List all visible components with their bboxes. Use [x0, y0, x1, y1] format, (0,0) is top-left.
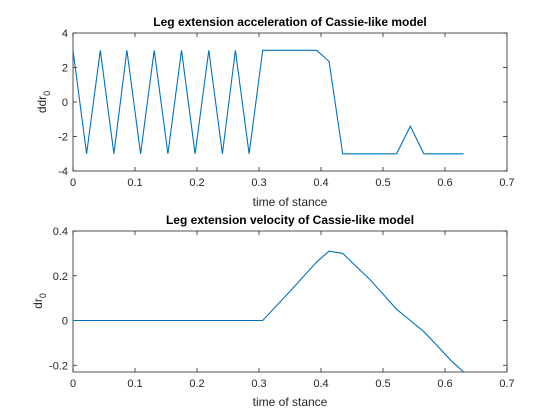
velocity-xtick-label: 0.5 — [375, 378, 390, 390]
acceleration-ytick-label: 4 — [62, 28, 68, 40]
velocity-xtick-label: 0.4 — [313, 378, 328, 390]
acceleration-ylabel: ddr0 — [35, 91, 52, 113]
velocity-ytick-label: 0 — [62, 316, 68, 328]
acceleration-xtick-label: 0 — [70, 177, 76, 189]
acceleration-axes: Leg extension acceleration of Cassie-lik… — [35, 15, 515, 209]
velocity-series-line — [73, 250, 464, 373]
acceleration-ytick-label: -4 — [58, 166, 68, 178]
velocity-title: Leg extension velocity of Cassie-like mo… — [166, 213, 414, 227]
velocity-xtick-label: 0.2 — [189, 378, 204, 390]
acceleration-xtick-label: 0.7 — [499, 177, 514, 189]
acceleration-plot-frame — [72, 32, 508, 172]
acceleration-xtick-label: 0.5 — [375, 177, 390, 189]
acceleration-xtick-label: 0.1 — [127, 177, 142, 189]
velocity-ytick-label: -0.2 — [49, 360, 68, 372]
acceleration-series-line — [72, 49, 464, 155]
velocity-xtick-label: 0.3 — [251, 378, 266, 390]
velocity-xtick-label: 0 — [70, 378, 76, 390]
velocity-plot-frame — [72, 230, 508, 373]
acceleration-ticks: 0 0.1 0.2 0.3 0.4 0.5 0.6 0.7 -4 -2 0 2 4 — [58, 28, 514, 189]
velocity-ylabel: dr0 — [31, 293, 48, 309]
velocity-xtick-label: 0.6 — [437, 378, 452, 390]
acceleration-ytick-label: -2 — [58, 132, 68, 144]
acceleration-title: Leg extension acceleration of Cassie-lik… — [153, 15, 426, 29]
acceleration-xtick-label: 0.3 — [251, 177, 266, 189]
acceleration-ytick-label: 0 — [62, 97, 68, 109]
acceleration-ytick-label: 2 — [62, 63, 68, 75]
acceleration-xtick-label: 0.4 — [313, 177, 328, 189]
acceleration-xtick-label: 0.6 — [437, 177, 452, 189]
velocity-xtick-label: 0.7 — [499, 378, 514, 390]
acceleration-xtick-label: 0.2 — [189, 177, 204, 189]
velocity-ticks: 0 0.1 0.2 0.3 0.4 0.5 0.6 0.7-0.200.20.4 — [49, 226, 515, 390]
velocity-axes: Leg extension velocity of Cassie-like mo… — [31, 213, 515, 409]
acceleration-xlabel: time of stance — [253, 195, 328, 209]
velocity-ytick-label: 0.4 — [53, 226, 68, 238]
velocity-xlabel: time of stance — [253, 395, 328, 409]
velocity-xtick-label: 0.1 — [127, 378, 142, 390]
velocity-ytick-label: 0.2 — [53, 271, 68, 283]
